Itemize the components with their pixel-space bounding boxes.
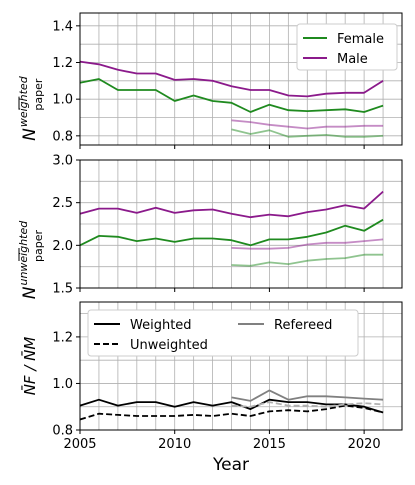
y-tick-label: 1.0	[52, 377, 73, 392]
axes-frame	[79, 159, 403, 289]
legend-label: Weighted	[130, 318, 192, 333]
axes-frame	[79, 12, 403, 146]
series-line-top-3	[231, 119, 384, 130]
series-line-bottom-3	[231, 401, 384, 408]
series-line-middle-2	[231, 253, 384, 267]
panel-bottom: 0.8 1.0 1.2 2005 2010 2015 2020 Year N̄F / N̄M We…	[20, 301, 403, 475]
y-axis-label: Nunweighted paper	[17, 220, 45, 300]
y-tick-label: 1.2	[52, 330, 73, 345]
legend-label: Male	[337, 52, 368, 67]
y-axis-label: N̄F / N̄M	[20, 337, 39, 396]
y-tick-label: 0.8	[52, 424, 73, 439]
panel-top: 0.8 1.0 1.2 1.4 Nweighted paper Female Male	[17, 12, 403, 149]
series-line-middle-3	[231, 238, 384, 250]
legend-box	[87, 309, 359, 357]
x-axis-label: Year	[212, 455, 249, 475]
series-line-top-1	[79, 60, 384, 98]
legend-label: Refereed	[274, 318, 332, 333]
legend-label: Female	[337, 32, 384, 47]
x-tick-label: 2015	[253, 437, 286, 452]
y-tick-label: 1.0	[52, 93, 73, 108]
series-line-middle-1	[79, 190, 384, 219]
panel-middle: 1.5 2.0 2.5 3.0 Nunweighted paper	[17, 154, 403, 300]
x-tick-label: 2010	[158, 437, 191, 452]
y-tick-label: 3.0	[52, 154, 73, 169]
y-tick-label: 2.0	[52, 239, 73, 254]
series-line-bottom-2	[231, 389, 384, 402]
series-line-bottom-0	[79, 398, 384, 414]
y-tick-label: 2.5	[52, 196, 73, 211]
series-line-bottom-1	[79, 404, 384, 421]
y-axis-label-text: Nunweighted paper	[17, 220, 45, 300]
axes-frame	[79, 301, 403, 431]
series-line-middle-0	[79, 218, 384, 247]
y-axis-label-text: N̄F / N̄M	[20, 337, 39, 396]
series-line-top-2	[231, 128, 384, 138]
y-axis-label: Nweighted paper	[17, 75, 45, 141]
y-tick-label: 0.8	[52, 129, 73, 144]
y-tick-label: 1.4	[52, 19, 73, 34]
x-tick-label: 2020	[348, 437, 381, 452]
legend-label: Unweighted	[130, 338, 208, 353]
y-axis-label-text: Nweighted paper	[17, 75, 45, 141]
series-line-top-0	[79, 78, 384, 113]
y-tick-label: 1.2	[52, 56, 73, 71]
y-tick-label: 1.5	[52, 282, 73, 297]
x-tick-label: 2005	[63, 437, 96, 452]
